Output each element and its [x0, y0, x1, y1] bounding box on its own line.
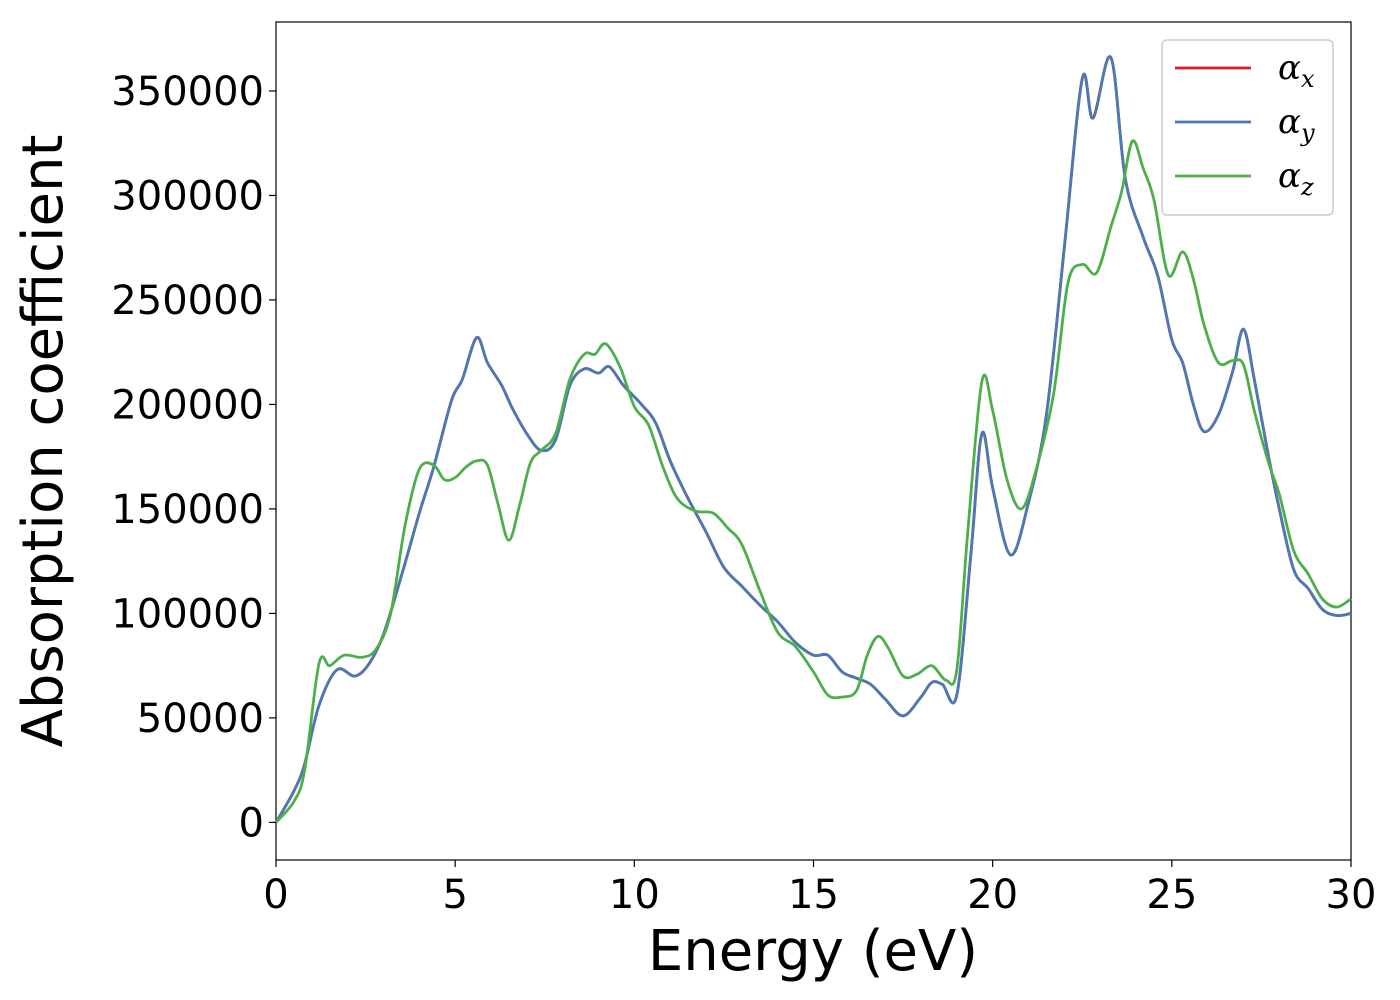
x-tick-label: 5 — [442, 872, 467, 918]
series-line-z — [274, 139, 1352, 824]
y-tick-label: 200000 — [111, 382, 264, 428]
y-axis-title: Absorption coefficient — [11, 135, 76, 748]
series-layer — [274, 55, 1352, 824]
y-tick-label: 50000 — [137, 696, 264, 742]
y-tick-label: 300000 — [111, 173, 264, 219]
x-tick-label: 20 — [967, 872, 1018, 918]
y-tick-label: 150000 — [111, 487, 264, 533]
x-tick-label: 15 — [788, 872, 839, 918]
y-tick-label: 0 — [239, 800, 264, 846]
x-axis-title: Energy (eV) — [648, 919, 978, 984]
y-tick-label: 100000 — [111, 591, 264, 637]
x-tick-label: 25 — [1146, 872, 1197, 918]
x-tick-label: 10 — [609, 872, 660, 918]
x-tick-label: 30 — [1326, 872, 1377, 918]
y-axis: 0 50000 100000 150000 200000 250000 300000 3500… — [111, 69, 276, 846]
series-line-y — [274, 55, 1352, 824]
legend-label-y: αy — [1278, 102, 1315, 147]
y-tick-label: 350000 — [111, 69, 264, 115]
legend-frame — [1161, 39, 1334, 216]
y-tick-label: 250000 — [111, 278, 264, 324]
x-axis: 0 5 10 15 20 25 30 — [263, 860, 1376, 918]
x-tick-label: 0 — [263, 872, 288, 918]
